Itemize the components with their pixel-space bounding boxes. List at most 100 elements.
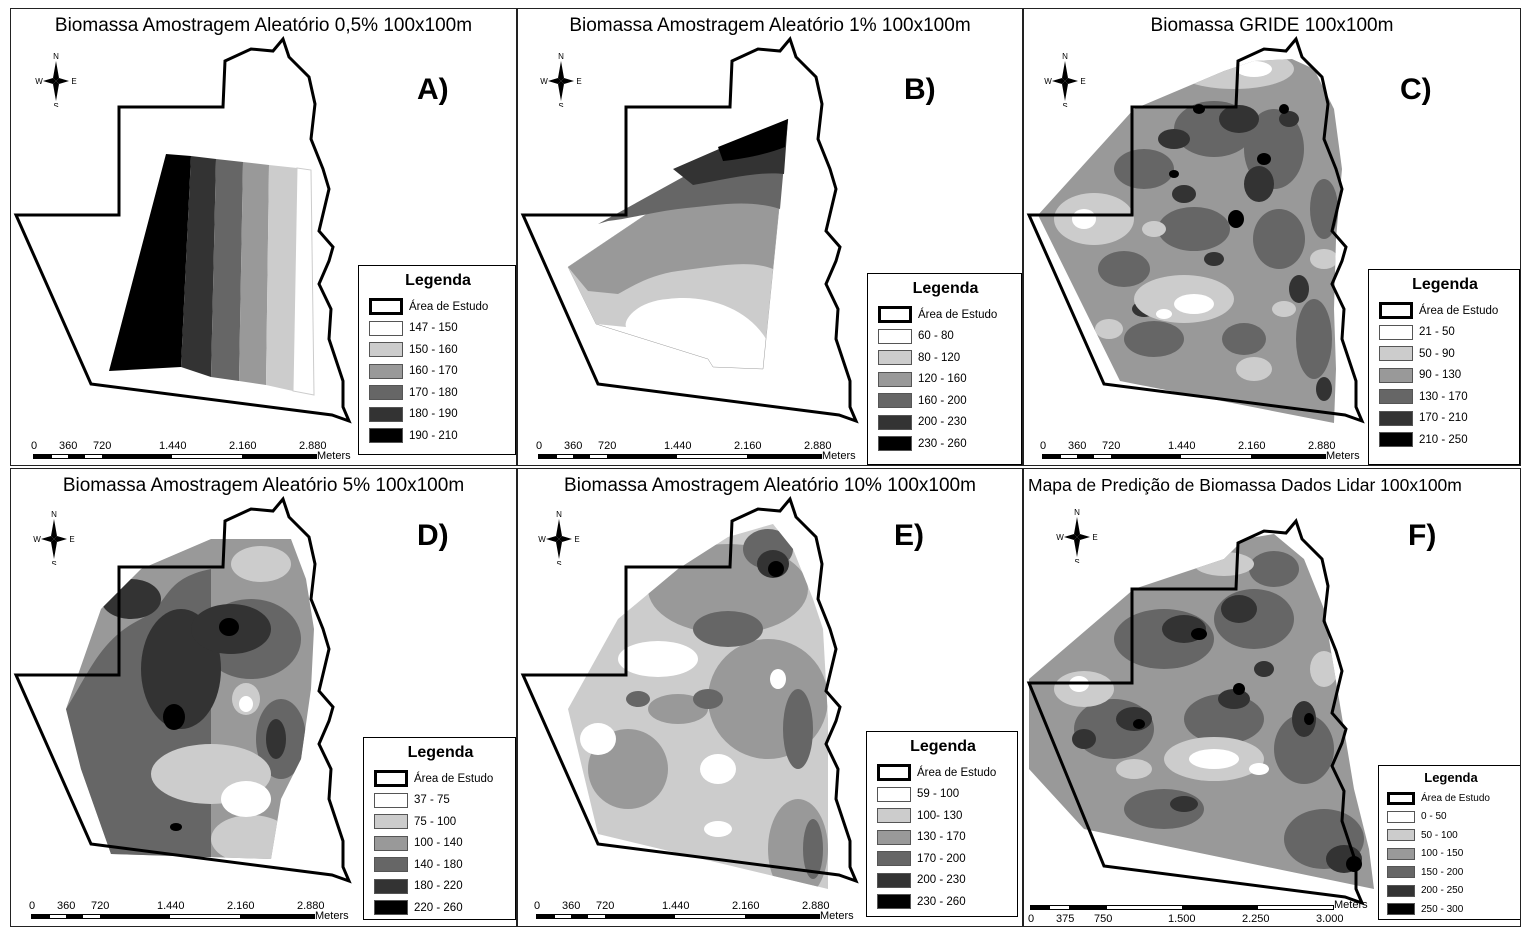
compass-e: E bbox=[71, 77, 76, 86]
compass-e: E bbox=[574, 535, 579, 544]
legend-swatch bbox=[1387, 884, 1415, 897]
legend-item: 0 - 50 bbox=[1387, 808, 1515, 827]
study-area-boundary bbox=[13, 495, 352, 884]
scale-tick: 0 bbox=[1028, 913, 1035, 925]
legend-swatch bbox=[369, 428, 403, 444]
scale-units: Meters bbox=[822, 450, 856, 462]
legend-label: Área de Estudo bbox=[409, 300, 489, 313]
legend-swatch bbox=[374, 814, 408, 830]
legend-item: 50 - 90 bbox=[1379, 343, 1511, 365]
legend-label: 210 - 250 bbox=[1419, 433, 1468, 446]
biomass-map bbox=[1026, 35, 1365, 424]
legend-title: Legenda bbox=[1412, 276, 1478, 293]
legend-swatch bbox=[369, 342, 403, 358]
scale-tick: 750 bbox=[1094, 913, 1113, 925]
compass-s: S bbox=[53, 102, 58, 107]
scale-units: Meters bbox=[317, 450, 351, 462]
legend-label: Área de Estudo bbox=[917, 766, 997, 779]
scale-tick: 2.880 bbox=[297, 900, 325, 912]
legend-label: 0 - 50 bbox=[1421, 811, 1447, 823]
compass-w: W bbox=[1044, 77, 1052, 86]
legend-item: 37 - 75 bbox=[374, 790, 507, 812]
biomass-class-170-180 bbox=[211, 159, 243, 381]
legend-item: 200 - 250 bbox=[1387, 882, 1515, 901]
legend-title: Legenda bbox=[912, 280, 979, 297]
legend-label: 180 - 190 bbox=[409, 408, 458, 421]
panel-title: Biomassa Amostragem Aleatório 1% 100x100… bbox=[569, 15, 971, 36]
scale-tick: 2.160 bbox=[734, 440, 762, 452]
legend-item: 150 - 200 bbox=[1387, 863, 1515, 882]
biomass-map bbox=[520, 35, 859, 424]
panel-label: B) bbox=[904, 73, 936, 106]
scale-tick: 0 bbox=[29, 900, 36, 912]
legend-label: Área de Estudo bbox=[414, 772, 494, 785]
legend-swatch bbox=[878, 371, 912, 387]
compass-w: W bbox=[1056, 533, 1064, 542]
legend-title: Legenda bbox=[1424, 770, 1478, 785]
panel-label: C) bbox=[1400, 73, 1432, 106]
map-legend: Legenda Área de Estudo 21 - 50 50 - 90 9… bbox=[1368, 269, 1520, 465]
biomass-map bbox=[13, 35, 352, 424]
scale-tick: 2.880 bbox=[299, 440, 327, 452]
compass-n: N bbox=[53, 52, 59, 61]
legend-swatch bbox=[1387, 810, 1415, 823]
legend-swatch bbox=[877, 872, 911, 888]
scale-tick: 0 bbox=[1040, 440, 1047, 452]
compass-e: E bbox=[576, 77, 581, 86]
legend-item: 230 - 260 bbox=[878, 433, 1013, 455]
legend-item: 160 - 200 bbox=[878, 390, 1013, 412]
legend-swatch bbox=[374, 900, 408, 916]
legend-label: 230 - 260 bbox=[917, 895, 966, 908]
scale-tick: 720 bbox=[596, 900, 615, 912]
legend-label: 59 - 100 bbox=[917, 788, 960, 801]
legend-item: 130 - 170 bbox=[1379, 386, 1511, 408]
compass-n: N bbox=[558, 52, 564, 61]
scale-tick: 2.160 bbox=[732, 900, 760, 912]
legend-item: 120 - 160 bbox=[878, 369, 1013, 391]
compass-s: S bbox=[51, 560, 56, 565]
scale-tick: 2.880 bbox=[1308, 440, 1336, 452]
legend-label: 130 - 170 bbox=[917, 831, 966, 844]
study-area-boundary bbox=[13, 35, 352, 424]
north-arrow-icon: N S W E bbox=[1052, 507, 1102, 567]
panel-d: Biomassa Amostragem Aleatório 5% 100x100… bbox=[10, 468, 517, 927]
panel-e: Biomassa Amostragem Aleatório 10% 100x10… bbox=[517, 468, 1023, 927]
legend-swatch bbox=[369, 298, 403, 316]
legend-swatch bbox=[1387, 847, 1415, 860]
biomass-class-160-170 bbox=[239, 162, 269, 385]
legend-label: 200 - 250 bbox=[1421, 885, 1464, 897]
scale-bar: 0 360 720 1.440 2.160 2.880 Meters bbox=[536, 440, 866, 465]
legend-item: 60 - 80 bbox=[878, 326, 1013, 348]
legend-swatch bbox=[1379, 302, 1413, 320]
compass-n: N bbox=[1074, 508, 1080, 517]
panel-c: Biomassa GRIDE 100x100m C) N S W E bbox=[1023, 8, 1521, 466]
study-area-boundary bbox=[1026, 35, 1365, 424]
legend-item: 210 - 250 bbox=[1379, 429, 1511, 451]
scale-tick: 2.880 bbox=[802, 900, 830, 912]
legend-swatch bbox=[878, 306, 912, 324]
legend-item: 180 - 190 bbox=[369, 404, 507, 426]
scale-tick: 1.440 bbox=[664, 440, 692, 452]
legend-item: 170 - 200 bbox=[877, 848, 1009, 870]
map-legend: Legenda Área de Estudo 59 - 100 100- 130… bbox=[866, 731, 1018, 917]
legend-title: Legenda bbox=[405, 272, 471, 289]
scale-tick: 360 bbox=[57, 900, 76, 912]
legend-label: 120 - 160 bbox=[918, 373, 967, 386]
north-arrow-icon: N S W E bbox=[31, 51, 81, 111]
legend-item: 140 - 180 bbox=[374, 854, 507, 876]
biomass-class-147-150 bbox=[292, 167, 315, 396]
compass-w: W bbox=[35, 77, 43, 86]
legend-item: 170 - 210 bbox=[1379, 408, 1511, 430]
panel-f: Mapa de Predição de Biomassa Dados Lidar… bbox=[1023, 468, 1521, 927]
compass-n: N bbox=[51, 510, 57, 519]
scale-tick: 720 bbox=[1102, 440, 1121, 452]
legend-swatch bbox=[1379, 389, 1413, 405]
compass-s: S bbox=[1074, 558, 1079, 563]
legend-label: 37 - 75 bbox=[414, 794, 450, 807]
legend-label: 250 - 300 bbox=[1421, 903, 1464, 915]
scale-tick: 1.440 bbox=[1168, 440, 1196, 452]
scale-tick: 1.440 bbox=[662, 900, 690, 912]
legend-swatch bbox=[877, 764, 911, 782]
legend-label: 100 - 150 bbox=[1421, 848, 1464, 860]
